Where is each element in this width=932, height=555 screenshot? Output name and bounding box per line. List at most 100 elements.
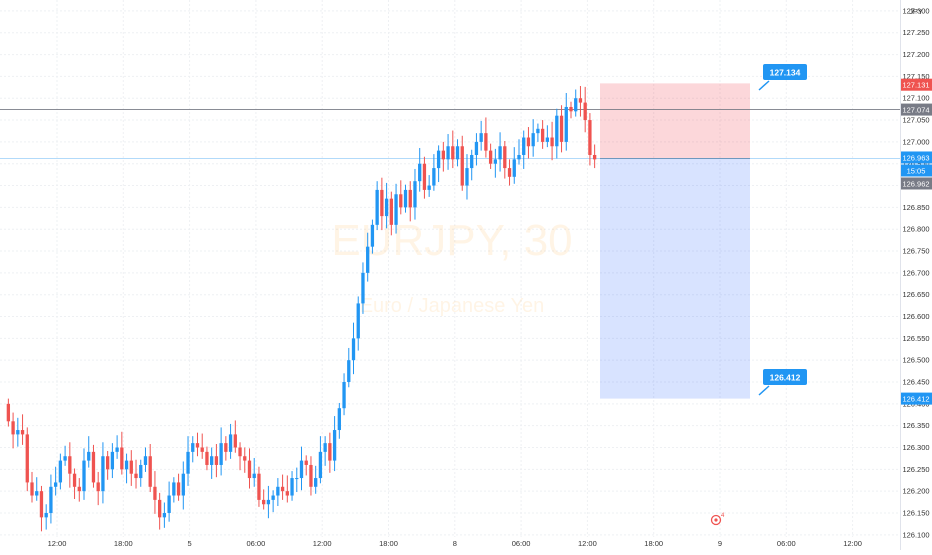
candle-body	[285, 491, 289, 496]
price-tick-label: 126.850	[902, 203, 929, 212]
high-line-price-tag: 127.074	[902, 106, 929, 115]
candle-body	[342, 382, 346, 409]
price-tick-label: 127.200	[902, 50, 929, 59]
price-tick-label: 126.700	[902, 268, 929, 277]
target-price-tag: 126.412	[902, 395, 929, 404]
price-tick-label: 126.950	[902, 159, 929, 168]
candle-body	[63, 456, 67, 461]
candle-body	[191, 443, 195, 452]
candle-body	[337, 408, 341, 431]
candle-body	[578, 98, 583, 103]
stop-badge-box[interactable]	[763, 64, 807, 80]
candle-body	[129, 460, 133, 474]
candle-body	[474, 141, 479, 155]
candle-body	[356, 303, 360, 339]
price-tick-label: 126.300	[902, 443, 929, 452]
time-tick-label: 06:00	[247, 539, 266, 548]
time-tick-label: 18:00	[644, 539, 663, 548]
time-tick-label: 12:00	[843, 539, 862, 548]
price-tick-label: 126.350	[902, 421, 929, 430]
candle-body	[366, 246, 370, 273]
candle-body	[418, 163, 422, 182]
candle-body	[370, 224, 375, 247]
candle-body	[408, 189, 412, 208]
position-zones[interactable]	[600, 83, 750, 399]
alert-icon[interactable]: 4	[710, 513, 726, 526]
horizontal-lines	[0, 109, 900, 159]
candle-body	[219, 443, 223, 465]
target-badge-box[interactable]	[763, 369, 807, 385]
candle-body	[498, 146, 502, 160]
candle-body	[200, 447, 204, 452]
candle-body	[205, 451, 209, 465]
candle-body	[77, 486, 81, 492]
candle-body	[224, 443, 228, 452]
candle-body	[328, 443, 332, 461]
candle-body	[143, 456, 148, 465]
trade-badges[interactable]: 127.134 126.412	[758, 64, 807, 396]
candle-body	[512, 159, 516, 177]
stop-badge-pointer	[758, 80, 770, 91]
candle-body	[162, 512, 167, 518]
candle-body	[243, 456, 247, 461]
candle-body	[49, 486, 53, 513]
candle-body	[323, 443, 327, 452]
stop-loss-zone[interactable]	[600, 83, 750, 159]
entry-price-tag-bg	[901, 177, 932, 190]
current-price-tag-bg	[901, 151, 932, 164]
take-profit-zone[interactable]	[600, 158, 750, 399]
candle-body	[295, 478, 299, 480]
price-tick-label: 126.550	[902, 334, 929, 343]
candles	[6, 86, 597, 532]
candle-body	[210, 456, 214, 465]
candle-body	[347, 360, 351, 383]
time-axis[interactable]: 12:00 18:00 5 06:00 12:00 18:00 8 06:00 12:00 18:…	[48, 539, 862, 548]
candle-body	[290, 478, 294, 496]
price-axis[interactable]: 127.300 127.250 127.200 127.150 127.100 127.0…	[900, 0, 932, 550]
candle-body	[20, 430, 25, 435]
candle-body	[517, 154, 521, 160]
price-tick-label: 126.600	[902, 312, 929, 321]
candle-body	[309, 464, 313, 487]
candle-body	[148, 456, 152, 487]
candle-body	[172, 482, 176, 496]
candle-body	[53, 482, 58, 487]
stop-badge-label: 127.134	[770, 68, 801, 78]
target-price-tag-bg	[901, 392, 932, 405]
candle-body	[271, 495, 275, 500]
candle-body	[176, 482, 181, 496]
candle-body	[299, 460, 304, 479]
candle-body	[304, 460, 308, 465]
candle-body	[252, 473, 256, 479]
time-tick-label: 18:00	[114, 539, 133, 548]
time-tick-label: 12:00	[578, 539, 597, 548]
candle-body	[44, 512, 48, 518]
price-tags: 127.131 127.074 126.963 15:05 126.962 126.412	[901, 78, 932, 405]
price-tick-label: 127.000	[902, 137, 929, 146]
candle-body	[276, 486, 280, 496]
grid	[0, 0, 900, 537]
stop-price-tag: 127.131	[902, 81, 929, 90]
target-badge[interactable]: 126.412	[758, 369, 807, 396]
candle-body	[186, 451, 190, 474]
price-axis-panel[interactable]	[900, 0, 932, 550]
candle-body	[451, 146, 455, 160]
time-tick-label: 5	[188, 539, 192, 548]
candle-body	[332, 430, 337, 461]
candle-body	[139, 464, 143, 479]
candle-body	[394, 194, 398, 225]
high-line-price-tag-bg	[901, 103, 932, 116]
candle-body	[257, 473, 261, 500]
candle-body	[413, 181, 417, 208]
price-tick-label: 126.500	[902, 356, 929, 365]
candle-body	[233, 434, 237, 448]
price-tick-label: 126.800	[902, 225, 929, 234]
stop-badge[interactable]: 127.134	[758, 64, 807, 91]
candle-body	[574, 98, 578, 112]
candle-body	[262, 499, 266, 505]
price-tick-label: 127.050	[902, 116, 929, 125]
candle-body	[536, 128, 540, 134]
candle-body	[592, 154, 597, 160]
